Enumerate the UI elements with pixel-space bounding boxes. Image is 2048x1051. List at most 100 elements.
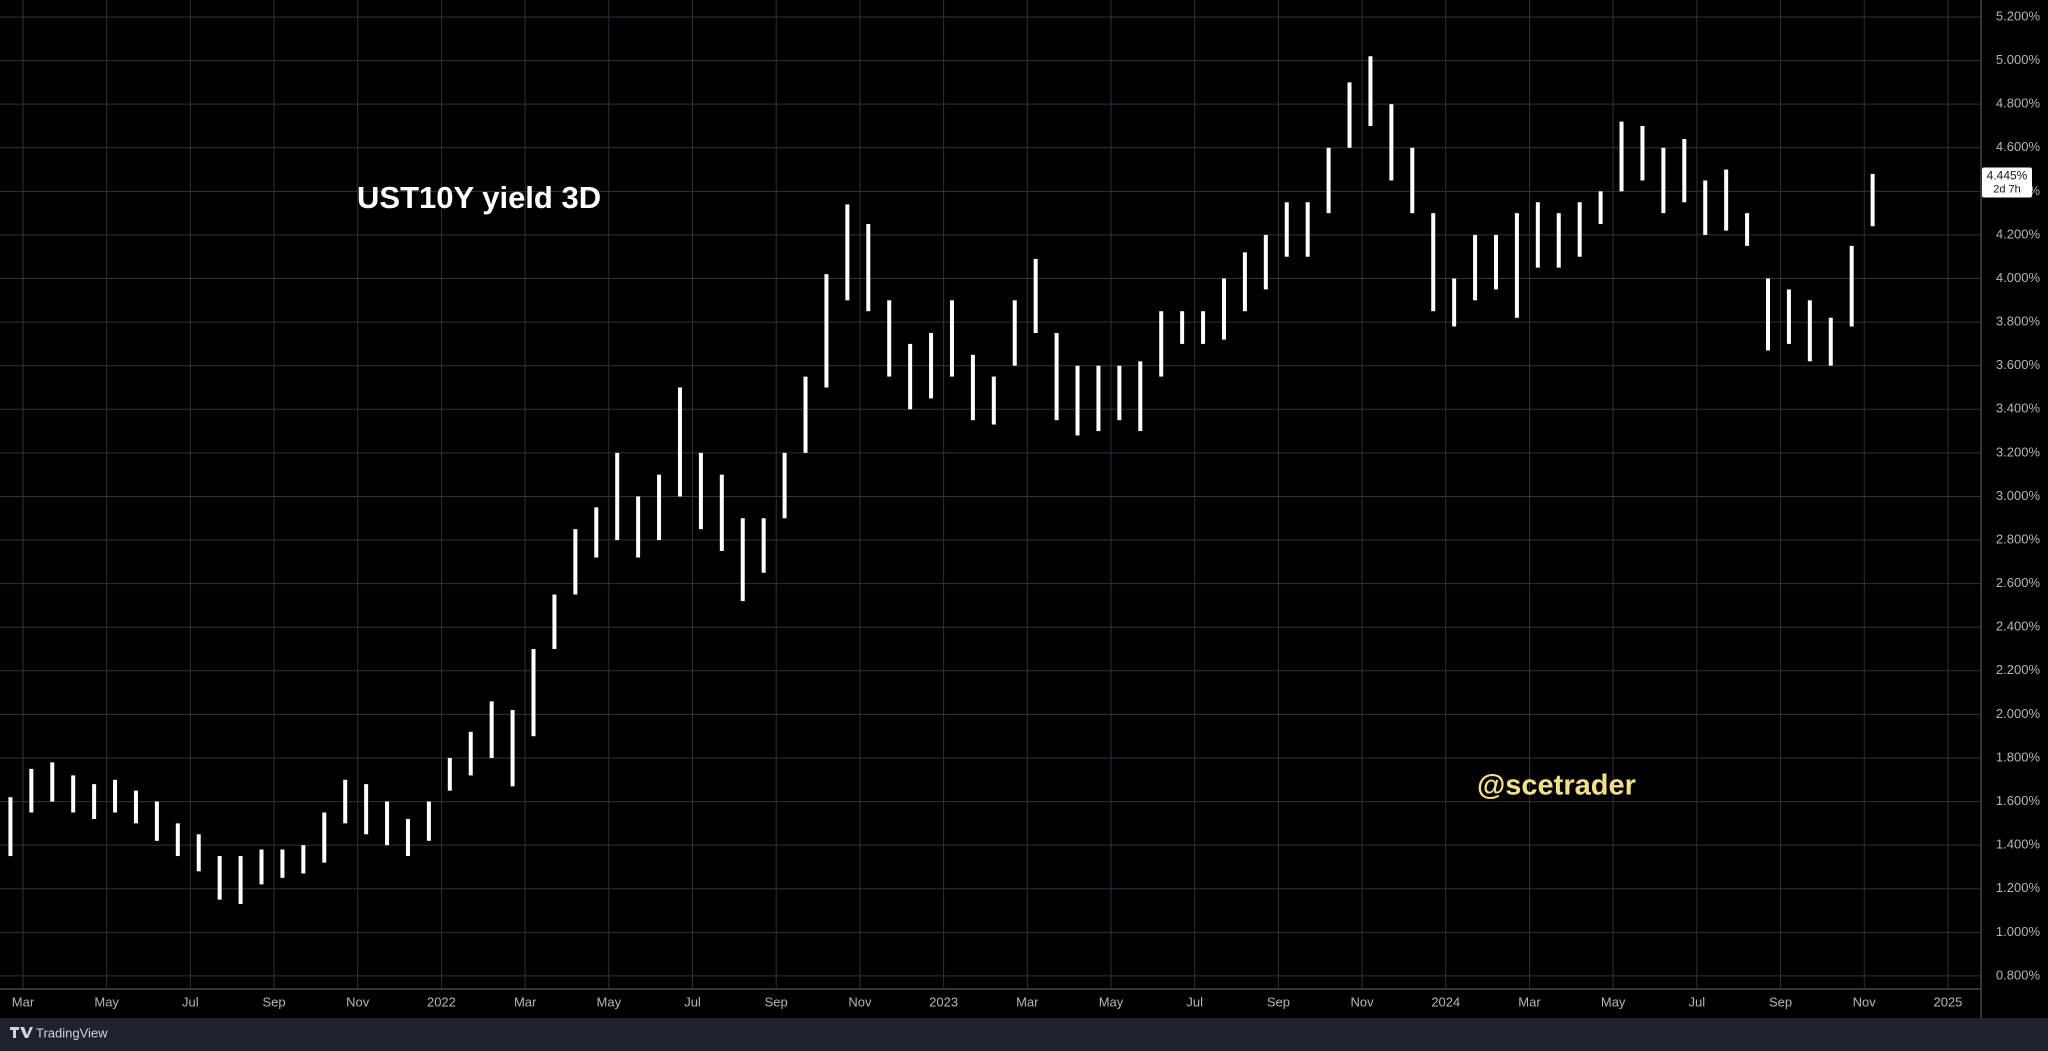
y-tick-label: 2.600% [1996,575,2041,590]
price-bar [8,797,13,857]
price-bar [1012,300,1017,366]
price-bar [1828,317,1833,366]
y-tick-label: 4.600% [1996,139,2041,154]
price-bar [740,518,745,602]
price-bar [1765,278,1770,351]
x-tick-label: Nov [1351,994,1375,1009]
price-bar [92,784,97,820]
y-tick-label: 1.200% [1996,880,2041,895]
price-bar [280,849,285,878]
y-tick-label: 1.400% [1996,837,2041,852]
y-tick-label: 3.000% [1996,488,2041,503]
price-bar [949,300,954,377]
price-bar [1640,125,1645,181]
y-tick-label: 4.000% [1996,270,2041,285]
footer-bar [0,1018,2048,1051]
x-tick-label: Nov [848,994,872,1009]
grid [0,0,1981,989]
price-badge-label: 4.445% [1987,169,2028,183]
price-bar [1786,289,1791,344]
price-bar [447,757,452,791]
price-bar [322,812,327,863]
price-bar [343,779,348,824]
brand: TradingView [36,1025,108,1040]
price-bar [1326,147,1331,214]
price-bar [385,801,390,846]
y-tick-label: 4.200% [1996,226,2041,241]
price-bar [1703,180,1708,235]
price-bar [615,452,620,541]
price-bar [1389,104,1394,181]
y-tick-label: 2.800% [1996,531,2041,546]
x-tick-label: 2023 [929,994,958,1009]
y-tick-label: 3.600% [1996,357,2041,372]
price-bar [1221,278,1226,340]
y-tick-label: 2.400% [1996,619,2041,634]
x-tick-label: May [94,994,119,1009]
price-bar [573,529,578,595]
x-tick-label: May [1601,994,1626,1009]
y-tick-label: 1.800% [1996,749,2041,764]
price-bar [217,856,222,900]
price-bar [845,204,850,301]
y-tick-label: 1.000% [1996,924,2041,939]
price-bar [1724,169,1729,231]
x-tick-label: Mar [1016,994,1039,1009]
chart-title: UST10Y yield 3D [357,180,601,215]
x-tick-label: Sep [1267,994,1290,1009]
price-bar [1117,365,1122,421]
price-bar [1849,245,1854,327]
x-tick-label: Mar [514,994,537,1009]
price-bar [50,762,55,802]
price-bar [29,768,34,813]
price-bar [594,507,599,558]
x-tick-label: Mar [12,994,35,1009]
x-tick-label: May [597,994,622,1009]
y-tick-label: 5.200% [1996,8,2041,23]
price-bar [824,274,829,388]
y-tick-label: 2.200% [1996,662,2041,677]
price-bar [1033,258,1038,334]
price-bar [1745,213,1750,246]
price-bar [364,784,369,835]
price-bar [1368,56,1373,126]
price-bar [1201,311,1206,344]
price-bar [1138,361,1143,432]
brand-logo [10,1027,33,1038]
price-bar [405,819,410,857]
price-bar [1619,121,1624,192]
y-tick-label: 2.000% [1996,706,2041,721]
price-bar [1870,173,1875,227]
price-bar [1347,82,1352,148]
price-bar [154,801,159,841]
y-tick-label: 1.600% [1996,793,2041,808]
countdown: 2d 7h [1993,183,2021,195]
price-bar [657,474,662,541]
price-bar [1577,202,1582,257]
x-tick-label: Mar [1518,994,1541,1009]
price-bar [259,849,264,885]
price-bar [1410,147,1415,214]
price-bar [531,649,536,737]
x-tick-label: May [1099,994,1124,1009]
price-bar [1473,234,1478,301]
price-bar [1096,365,1101,432]
price-bar [1431,213,1436,312]
price-bar [1556,213,1561,268]
x-tick-label: Jul [1689,994,1706,1009]
y-tick-label: 4.800% [1996,96,2041,111]
y-tick-label: 3.200% [1996,444,2041,459]
price-bar [866,224,871,312]
y-tick-label: 3.800% [1996,314,2041,329]
price-bar [133,790,138,824]
x-tick-label: Jul [1186,994,1203,1009]
price-bar [782,452,787,519]
price-badge [1982,167,2032,198]
price-bar [1180,311,1185,344]
x-tick-label: Nov [1853,994,1877,1009]
x-tick-label: 2022 [427,994,456,1009]
y-tick-label: 3.400% [1996,401,2041,416]
price-bar [301,845,306,874]
